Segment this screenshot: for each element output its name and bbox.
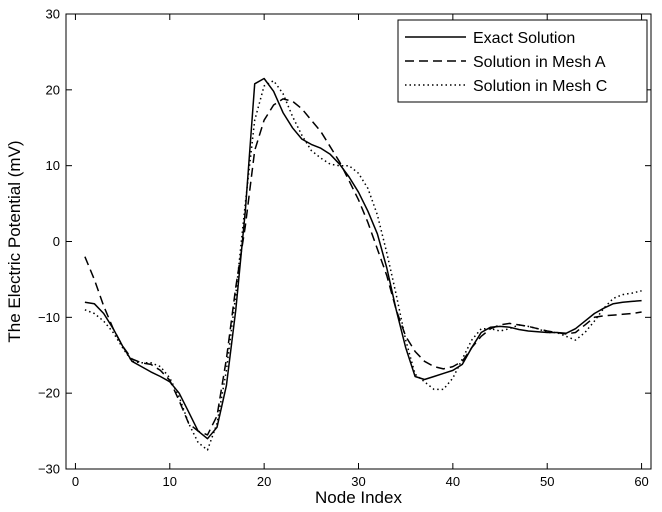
legend-label-1: Exact Solution [473, 30, 575, 47]
series-line-3 [84, 79, 642, 451]
y-tick-label: −30 [38, 462, 60, 477]
x-axis: 0 10 20 30 40 50 60 [72, 14, 649, 489]
y-axis-label: The Electric Potential (mV) [5, 140, 24, 342]
x-tick-label: 20 [257, 474, 271, 489]
x-tick-label: 40 [446, 474, 460, 489]
x-tick-label: 60 [634, 474, 648, 489]
x-tick-label: 10 [163, 474, 177, 489]
x-tick-label: 30 [351, 474, 365, 489]
y-tick-label: −10 [38, 310, 60, 325]
y-tick-label: 0 [53, 234, 60, 249]
legend-label-3: Solution in Mesh C [473, 78, 607, 95]
y-axis: −30 −20 −10 0 10 20 30 [38, 7, 651, 477]
series-line-1 [84, 77, 642, 440]
y-tick-label: 30 [46, 7, 60, 22]
legend: Exact Solution Solution in Mesh A Solution… [397, 19, 648, 103]
series-line-2 [84, 98, 642, 436]
x-tick-label: 0 [72, 474, 79, 489]
x-tick-label: 50 [540, 474, 554, 489]
y-tick-label: −20 [38, 386, 60, 401]
x-axis-label: Node Index [315, 488, 402, 507]
plot-lines [84, 77, 642, 451]
legend-label-2: Solution in Mesh A [473, 54, 606, 71]
y-tick-label: 10 [46, 158, 60, 173]
y-tick-label: 20 [46, 82, 60, 97]
